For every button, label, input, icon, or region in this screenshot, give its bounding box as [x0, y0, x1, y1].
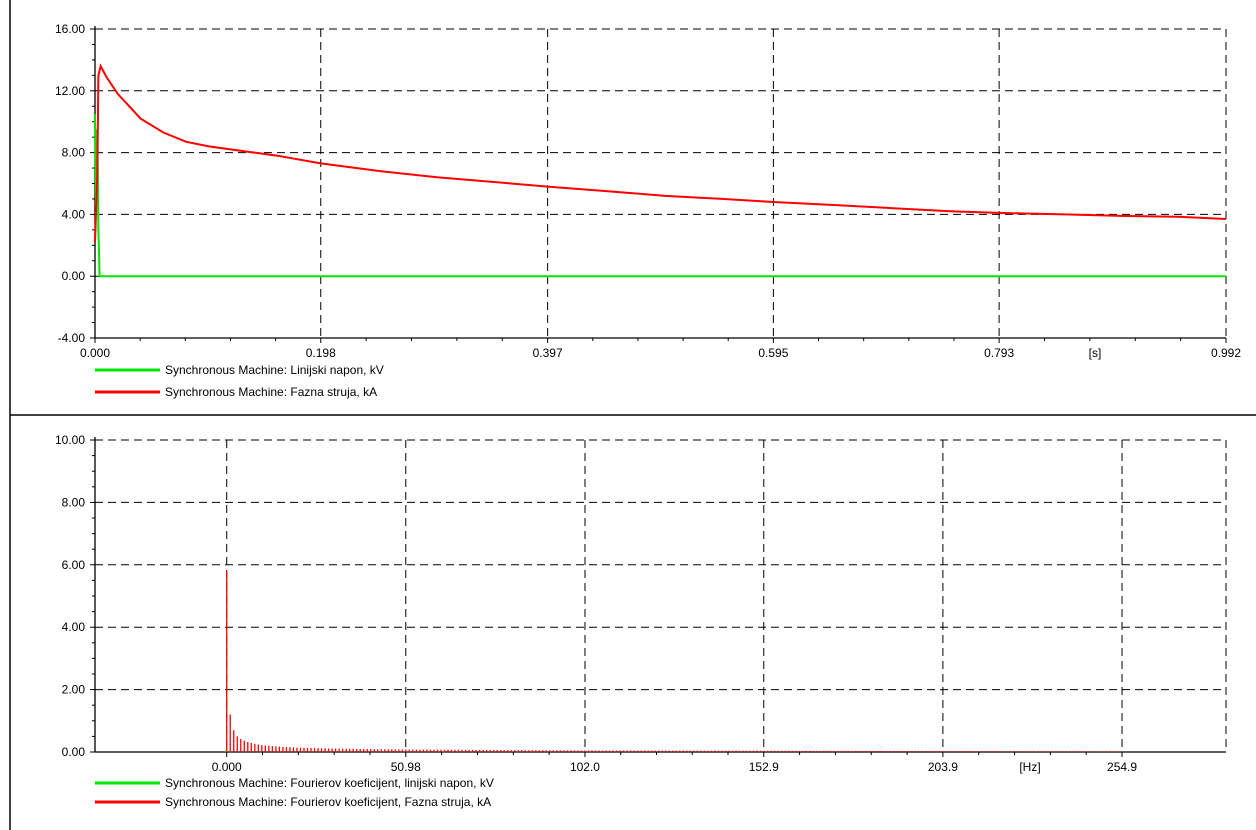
x-tick-label: 254.9 [1107, 760, 1137, 774]
grid [95, 439, 1227, 752]
legend-label-1: Synchronous Machine: Fourierov koeficije… [165, 795, 491, 809]
time-domain-chart: -4.00 0.00 4.00 8.00 12.00 16.00 0.000 0.198 0.3… [55, 22, 1241, 399]
legend-label-0: Synchronous Machine: Fourierov koeficije… [165, 776, 494, 790]
spectrum-bars [225, 571, 1120, 752]
x-unit-label: [Hz] [1019, 760, 1040, 774]
y-tick-label: 6.00 [62, 558, 86, 572]
y-tick-label: 0.00 [62, 745, 86, 759]
x-tick-label: 203.9 [928, 760, 958, 774]
y-tick-label: 10.00 [55, 433, 85, 447]
series-line-1 [94, 63, 1227, 243]
x-unit-label: [s] [1089, 346, 1102, 360]
y-tick-label: 8.00 [62, 495, 86, 509]
y-tick-label: 8.00 [62, 146, 86, 160]
x-tick-label: 0.000 [80, 346, 110, 360]
y-tick-label: 4.00 [62, 207, 86, 221]
grid [95, 28, 1227, 338]
y-tick-label: 12.00 [55, 84, 85, 98]
x-tick-label: 102.0 [570, 760, 600, 774]
y-tick-label: -4.00 [58, 331, 86, 345]
x-tick-label: 0.793 [984, 346, 1014, 360]
x-tick-label: 152.9 [749, 760, 779, 774]
x-tick-label: 0.000 [212, 760, 242, 774]
legend-label-1: Synchronous Machine: Fazna struja, kA [165, 385, 377, 399]
y-tick-label: 2.00 [62, 683, 86, 697]
x-tick-label: 0.595 [758, 346, 788, 360]
x-tick-label: 0.397 [533, 346, 563, 360]
x-tick-label: 50.98 [391, 760, 421, 774]
y-tick-label: 16.00 [55, 22, 85, 36]
spectrum-chart: 0.00 2.00 4.00 6.00 8.00 10.00 0.000 50.98 102.0… [55, 433, 1227, 809]
x-tick-label: 0.992 [1211, 346, 1241, 360]
y-tick-label: 0.00 [62, 269, 86, 283]
y-tick-label: 4.00 [62, 620, 86, 634]
x-tick-label: 0.198 [306, 346, 336, 360]
legend-label-0: Synchronous Machine: Linijski napon, kV [165, 363, 384, 377]
